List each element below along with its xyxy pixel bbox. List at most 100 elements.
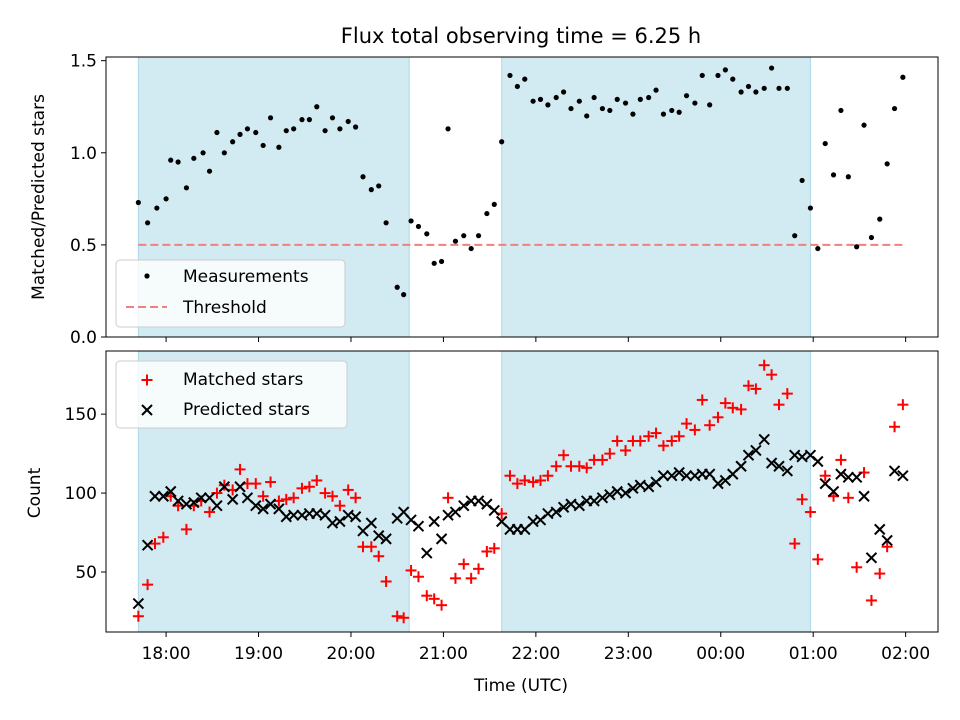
measurement-point	[514, 83, 520, 90]
predicted-point	[373, 529, 385, 542]
measurement-point	[415, 223, 422, 230]
predicted-point	[550, 506, 562, 518]
measurement-point	[299, 117, 305, 123]
measurement-point	[154, 205, 160, 211]
predicted-point	[172, 495, 184, 507]
measurement-point	[376, 183, 382, 189]
matched-point	[504, 470, 516, 482]
predicted-point	[211, 500, 223, 512]
measurement-point	[383, 220, 389, 226]
predicted-point	[428, 515, 440, 528]
x-b	[781, 465, 794, 477]
predicted-point	[619, 487, 632, 499]
predicted-point	[149, 490, 161, 502]
x-b	[835, 468, 847, 480]
measurement-point	[267, 115, 274, 121]
matched-point	[789, 538, 801, 550]
x-b	[858, 490, 870, 502]
matched-point	[405, 564, 417, 576]
matched-point	[218, 479, 230, 491]
predicted-point	[865, 552, 878, 564]
legend-box	[115, 360, 348, 429]
matched-point	[750, 383, 762, 395]
predicted-point	[850, 471, 863, 483]
measurement-point	[769, 65, 775, 71]
matched-point	[421, 590, 433, 602]
matched-point	[874, 568, 886, 580]
matched-point	[742, 380, 754, 392]
measurement-point	[715, 72, 721, 79]
measurement-point	[838, 107, 844, 114]
x-b	[888, 465, 901, 477]
x-b	[195, 492, 207, 504]
x-b	[349, 511, 362, 523]
legend-label-matched: Matched stars	[183, 370, 303, 390]
measurement-point	[646, 94, 652, 101]
matched-point	[657, 440, 669, 452]
matched-point	[149, 538, 161, 550]
matched-point	[265, 476, 277, 488]
matched-point	[812, 553, 824, 565]
measurement-point	[722, 67, 728, 73]
measurement-point	[784, 85, 790, 91]
predicted-point	[458, 500, 470, 512]
predicted-point	[858, 490, 870, 502]
matched-point	[326, 490, 338, 502]
x-b	[588, 495, 600, 507]
predicted-point	[657, 470, 670, 482]
matched-point	[851, 561, 863, 573]
x-b	[542, 507, 554, 520]
predicted-point	[257, 503, 269, 515]
measurement-point	[445, 126, 451, 132]
measurement-point	[507, 72, 513, 79]
measurement-point	[214, 129, 220, 136]
predicted-point	[588, 495, 600, 507]
predicted-stars-series	[132, 433, 909, 610]
predicted-point	[157, 490, 170, 502]
measurement-point	[314, 104, 320, 110]
matched-point	[204, 506, 216, 518]
predicted-point	[449, 506, 462, 518]
measurement-point	[845, 174, 851, 180]
predicted-point	[195, 492, 207, 504]
matched-point	[250, 478, 262, 490]
x-b	[250, 500, 262, 512]
x-axis-label: Time (UTC)	[473, 676, 568, 696]
matched-point	[773, 399, 785, 411]
x-b	[149, 490, 161, 502]
measurement-point	[553, 94, 559, 101]
measurement-point	[522, 76, 528, 82]
matched-point	[519, 474, 531, 486]
measurement-point	[676, 109, 682, 115]
measurement-point	[191, 155, 197, 161]
measurement-point	[401, 292, 407, 298]
x-b	[257, 503, 269, 515]
top-y-axis: 0.0 0.5 1.0 1.5	[70, 52, 106, 348]
matched-point	[180, 523, 192, 535]
matched-point	[634, 435, 646, 447]
matched-point	[257, 490, 269, 502]
x-b	[472, 495, 485, 507]
measurement-point	[630, 111, 636, 117]
measurement-point	[884, 161, 890, 167]
x-b	[689, 470, 701, 482]
measurement-point	[260, 142, 266, 149]
matched-point	[412, 571, 424, 583]
measurement-point	[461, 233, 467, 239]
predicted-point	[812, 455, 824, 468]
measurement-point	[622, 100, 629, 106]
matched-point	[558, 449, 570, 461]
x-b	[642, 481, 655, 493]
measurement-point	[568, 105, 574, 112]
x-b	[819, 477, 831, 490]
measurement-point	[237, 131, 243, 137]
legend-label-measurements: Measurements	[183, 267, 309, 287]
measurement-point	[491, 201, 497, 207]
matched-point	[719, 397, 731, 409]
matched-point	[142, 579, 154, 591]
matched-point	[758, 359, 770, 371]
x-b	[211, 500, 223, 512]
matched-point	[550, 460, 562, 472]
matched-point	[620, 444, 632, 456]
x-b	[619, 487, 632, 499]
